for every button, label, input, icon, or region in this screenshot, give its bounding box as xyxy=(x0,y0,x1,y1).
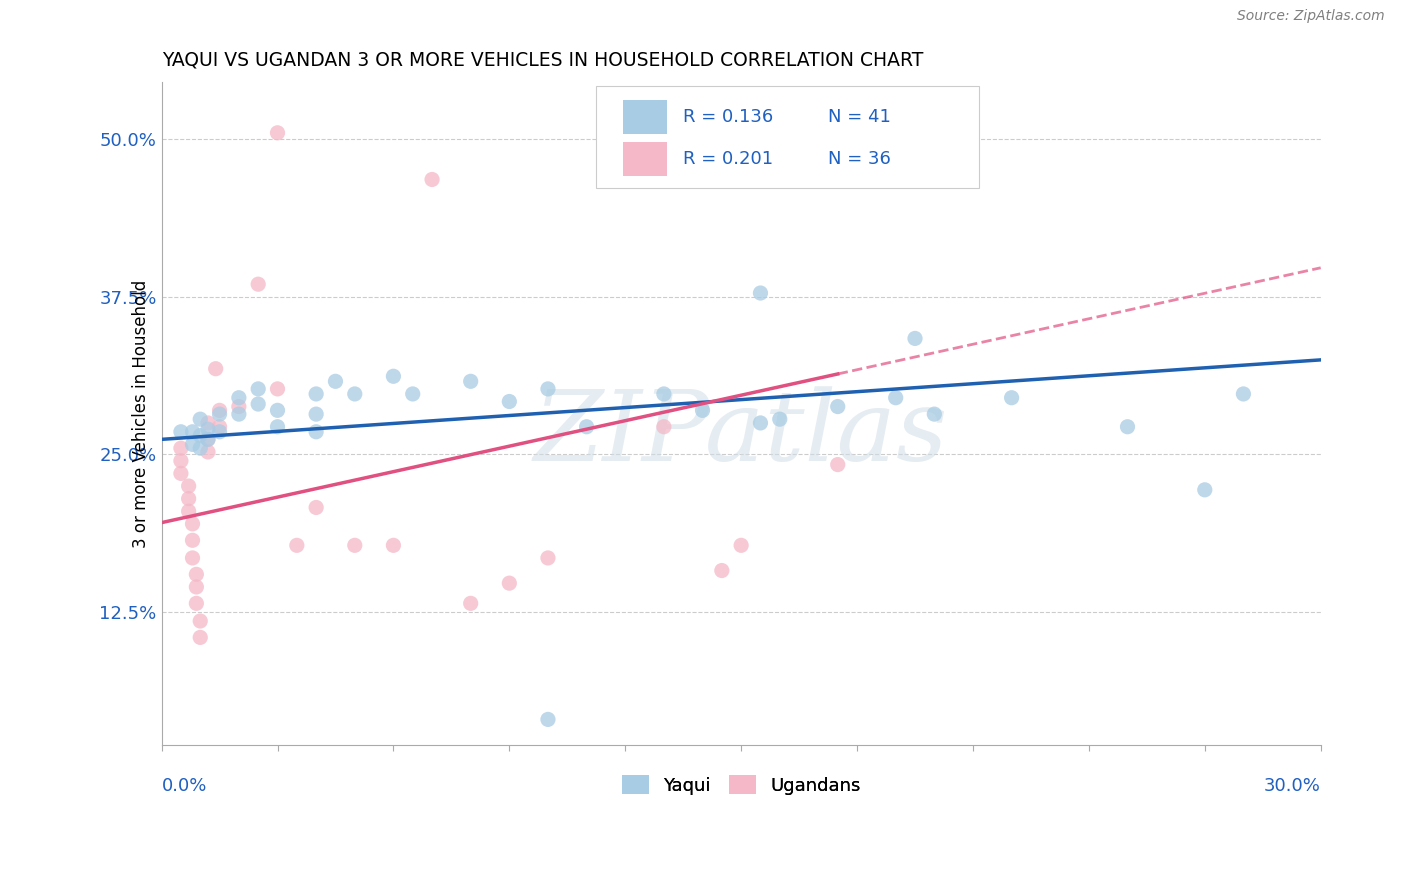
Point xyxy=(382,369,405,384)
Point xyxy=(208,407,231,421)
Point xyxy=(1116,419,1139,434)
Point xyxy=(420,172,443,186)
Point xyxy=(730,538,752,552)
Point xyxy=(266,382,288,396)
Point xyxy=(692,403,714,417)
Point xyxy=(1232,387,1254,401)
Point xyxy=(305,425,328,439)
Point xyxy=(197,433,219,447)
Bar xyxy=(623,100,666,134)
Point xyxy=(177,479,200,493)
Text: R = 0.201: R = 0.201 xyxy=(683,150,773,169)
Point xyxy=(247,382,270,396)
Text: N = 41: N = 41 xyxy=(828,108,891,126)
Point xyxy=(460,596,482,610)
Point xyxy=(170,425,193,439)
Point xyxy=(266,126,288,140)
Point xyxy=(305,407,328,421)
Point xyxy=(186,567,208,582)
Point xyxy=(177,491,200,506)
Point xyxy=(652,419,675,434)
Point xyxy=(769,412,792,426)
Point xyxy=(208,425,231,439)
Point xyxy=(343,538,366,552)
Point xyxy=(904,331,927,345)
Point xyxy=(749,285,772,300)
Point xyxy=(537,550,560,565)
Point xyxy=(710,564,733,578)
Text: ZIPatlas: ZIPatlas xyxy=(534,385,949,481)
Point xyxy=(181,550,204,565)
Text: Source: ZipAtlas.com: Source: ZipAtlas.com xyxy=(1237,9,1385,22)
Point xyxy=(197,433,219,447)
Point xyxy=(305,387,328,401)
Point xyxy=(181,425,204,439)
Point xyxy=(188,441,211,455)
Point xyxy=(652,387,675,401)
Point xyxy=(177,504,200,518)
Text: 0.0%: 0.0% xyxy=(162,777,207,795)
Point xyxy=(827,458,849,472)
Point xyxy=(188,631,211,645)
Point xyxy=(228,391,250,405)
Point xyxy=(170,454,193,468)
Point xyxy=(266,419,288,434)
Text: N = 36: N = 36 xyxy=(828,150,891,169)
Point xyxy=(247,277,270,292)
Point xyxy=(204,361,226,376)
Point xyxy=(1000,391,1022,405)
Point xyxy=(181,516,204,531)
Point xyxy=(228,407,250,421)
Point xyxy=(1194,483,1216,497)
Point xyxy=(285,538,308,552)
Text: 30.0%: 30.0% xyxy=(1264,777,1320,795)
Point xyxy=(228,400,250,414)
Point xyxy=(197,445,219,459)
Point xyxy=(247,397,270,411)
Point xyxy=(537,382,560,396)
Text: YAQUI VS UGANDAN 3 OR MORE VEHICLES IN HOUSEHOLD CORRELATION CHART: YAQUI VS UGANDAN 3 OR MORE VEHICLES IN H… xyxy=(162,51,922,70)
Point xyxy=(460,374,482,388)
Point xyxy=(575,419,598,434)
Point xyxy=(170,467,193,481)
Point xyxy=(305,500,328,515)
Point xyxy=(266,403,288,417)
Bar xyxy=(623,142,666,177)
Point xyxy=(181,437,204,451)
Point xyxy=(188,412,211,426)
Text: R = 0.136: R = 0.136 xyxy=(683,108,773,126)
Point xyxy=(827,400,849,414)
Point xyxy=(188,428,211,442)
Point xyxy=(197,422,219,436)
Point xyxy=(382,538,405,552)
Point xyxy=(498,576,520,591)
Point xyxy=(924,407,946,421)
Point xyxy=(537,713,560,727)
Y-axis label: 3 or more Vehicles in Household: 3 or more Vehicles in Household xyxy=(132,279,150,548)
Point xyxy=(186,596,208,610)
Point xyxy=(884,391,907,405)
Point xyxy=(402,387,425,401)
Point xyxy=(186,580,208,594)
Legend: Yaqui, Ugandans: Yaqui, Ugandans xyxy=(614,768,868,802)
Point xyxy=(498,394,520,409)
Point xyxy=(325,374,347,388)
Point xyxy=(188,614,211,628)
FancyBboxPatch shape xyxy=(596,86,979,188)
Point xyxy=(343,387,366,401)
Point xyxy=(208,419,231,434)
Point xyxy=(749,416,772,430)
Point xyxy=(181,533,204,548)
Point xyxy=(170,441,193,455)
Point xyxy=(208,403,231,417)
Point xyxy=(197,416,219,430)
